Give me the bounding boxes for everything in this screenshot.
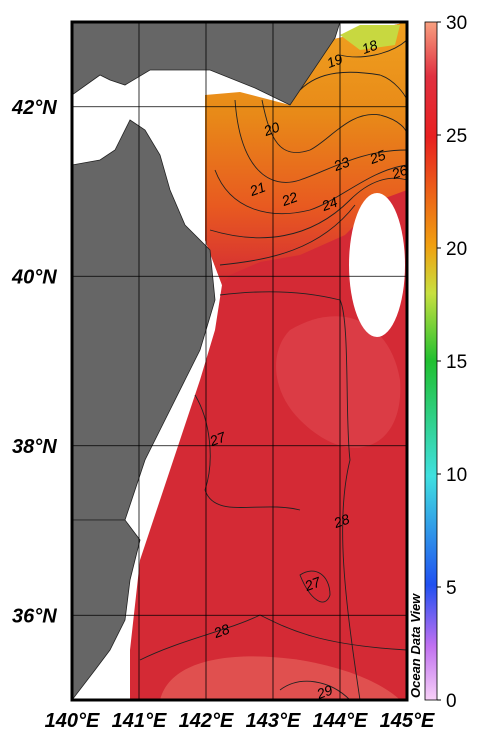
contour-label: 19 bbox=[325, 51, 345, 71]
contour-label: 23 bbox=[331, 154, 352, 175]
cool-patch bbox=[340, 25, 400, 50]
contour-label: 24 bbox=[319, 194, 340, 215]
lon-tick-label: 143°E bbox=[246, 710, 301, 732]
colorbar-tick-label: 20 bbox=[446, 239, 467, 260]
contour-label: 20 bbox=[261, 119, 282, 140]
lon-tick-label: 145°E bbox=[380, 710, 435, 732]
lon-tick-label: 142°E bbox=[179, 710, 234, 732]
contour-label: 27 bbox=[207, 428, 229, 449]
warm-patch bbox=[276, 316, 401, 448]
colorbar-tick-label: 25 bbox=[446, 126, 467, 147]
contour-label: 28 bbox=[211, 621, 232, 642]
contour-label: 29 bbox=[314, 682, 335, 703]
contour-label: 27 bbox=[302, 573, 324, 594]
colorbar-tick-label: 5 bbox=[446, 578, 457, 599]
lon-tick-label: 144°E bbox=[313, 710, 368, 732]
field bbox=[72, 22, 407, 700]
lat-tick-label: 40°N bbox=[11, 266, 57, 288]
colorbar-tick-label: 30 bbox=[446, 13, 467, 34]
frame bbox=[70, 20, 409, 702]
contour-label: 18 bbox=[360, 37, 380, 57]
contour-label: 22 bbox=[279, 189, 300, 210]
no-data bbox=[349, 193, 405, 337]
lon-tick-label: 141°E bbox=[112, 710, 167, 732]
graticule bbox=[72, 22, 407, 700]
lat-tick-label: 42°N bbox=[11, 97, 57, 119]
contour-label: 26 bbox=[389, 162, 410, 183]
colorbar-tick-label: 0 bbox=[446, 691, 457, 712]
lat-tick-label: 36°N bbox=[12, 605, 57, 627]
contour-label: 28 bbox=[331, 511, 352, 532]
lat-tick-label: 38°N bbox=[12, 436, 57, 458]
credit: Ocean Data View bbox=[408, 593, 423, 698]
colorbar bbox=[424, 21, 438, 701]
contours bbox=[139, 39, 407, 700]
colorbar-tick-label: 10 bbox=[446, 465, 467, 486]
contour-label: 25 bbox=[367, 147, 388, 168]
contour-label: 21 bbox=[247, 179, 268, 200]
colorbar-tick-label: 15 bbox=[446, 352, 467, 373]
lon-tick-label: 140°E bbox=[45, 710, 100, 732]
